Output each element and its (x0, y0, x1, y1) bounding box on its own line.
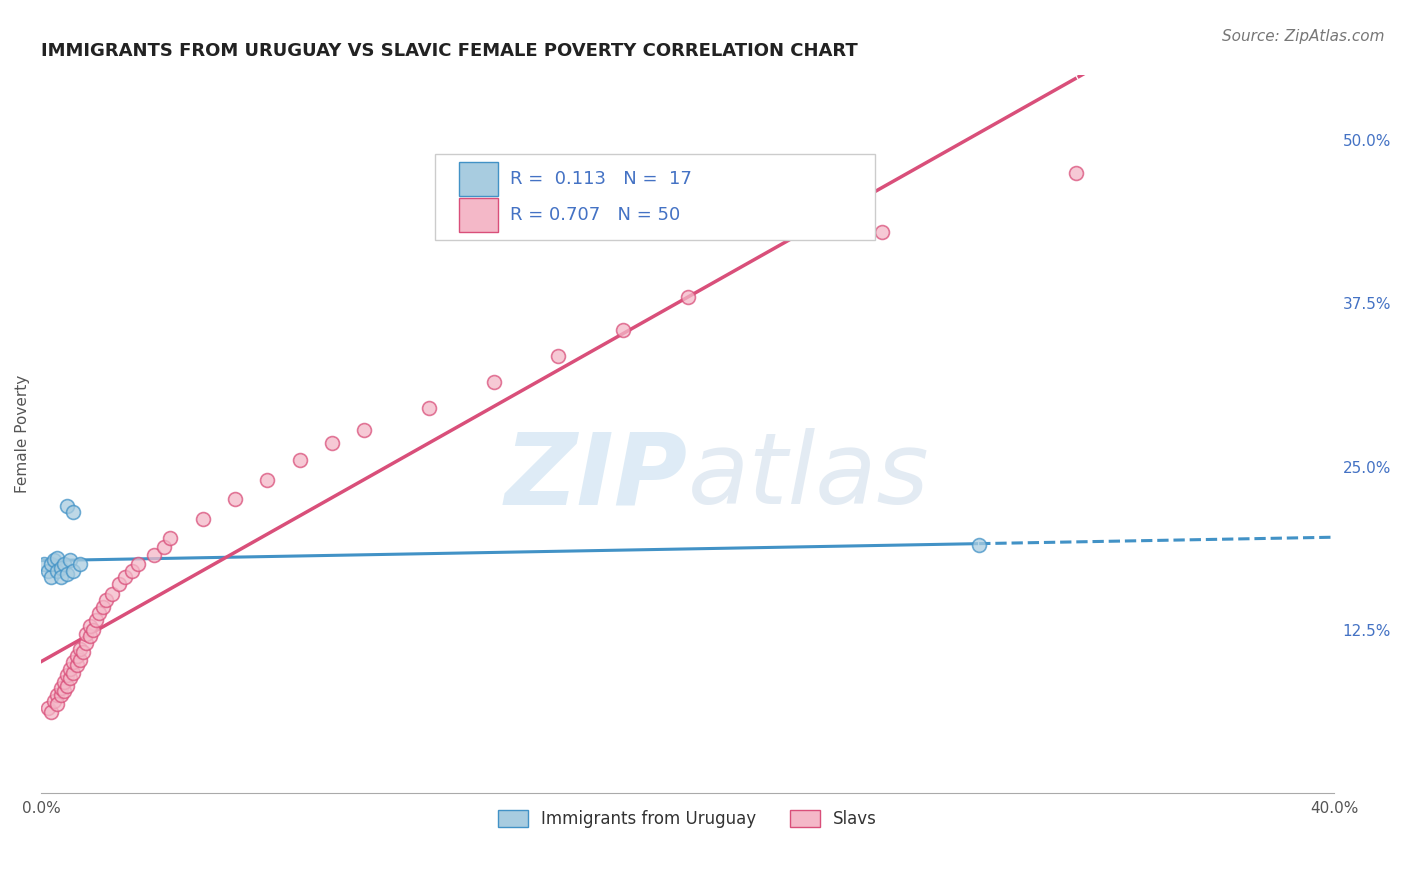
Point (676, 290, 699, 304)
Point (46, 688, 69, 702)
Point (59, 553, 82, 567)
Point (34, 558, 56, 572)
Point (89, 606, 111, 620)
Point (224, 492, 246, 507)
Point (321, 436, 343, 450)
Point (75, 635, 97, 649)
Point (612, 322, 634, 336)
Point (1064, 166, 1087, 180)
Point (288, 453, 311, 467)
Point (59, 662, 82, 676)
Point (52, 684, 75, 698)
Point (42, 694, 65, 708)
Legend: Immigrants from Uruguay, Slavs: Immigrants from Uruguay, Slavs (492, 803, 884, 835)
Point (418, 401, 440, 415)
Point (66, 648, 89, 663)
Point (39, 570, 62, 584)
Point (482, 375, 505, 389)
Bar (458, 198, 498, 232)
Point (46, 697, 69, 711)
Point (121, 564, 143, 578)
Point (967, 538, 990, 552)
Point (56, 679, 79, 693)
Text: R = 0.707   N = 50: R = 0.707 N = 50 (510, 206, 681, 224)
Point (46, 550, 69, 565)
Text: ZIP: ZIP (505, 428, 688, 525)
Point (62, 564, 84, 578)
Point (49, 561, 72, 575)
Point (82, 623, 104, 637)
Point (52, 558, 75, 572)
Point (56, 668, 79, 682)
Point (69, 558, 91, 572)
Point (101, 587, 124, 601)
Y-axis label: Female Poverty: Female Poverty (15, 375, 30, 493)
Point (127, 558, 149, 572)
Point (153, 541, 176, 555)
Point (69, 652, 91, 666)
Point (66, 657, 89, 672)
Point (79, 618, 101, 632)
Text: R =  0.113   N =  17: R = 0.113 N = 17 (510, 170, 692, 188)
Point (49, 570, 72, 584)
Point (72, 645, 94, 659)
Point (52, 674, 75, 689)
Point (870, 225, 893, 239)
Point (59, 671, 82, 685)
Point (37, 701, 59, 715)
Point (49, 681, 72, 696)
Point (353, 423, 375, 437)
Point (547, 349, 569, 363)
Point (114, 570, 136, 584)
Point (79, 629, 101, 643)
Point (39, 705, 62, 719)
Point (75, 626, 97, 640)
Point (94, 592, 117, 607)
Bar (458, 162, 498, 196)
Point (191, 512, 214, 526)
Text: IMMIGRANTS FROM URUGUAY VS SLAVIC FEMALE POVERTY CORRELATION CHART: IMMIGRANTS FROM URUGUAY VS SLAVIC FEMALE… (41, 42, 858, 60)
Point (42, 553, 65, 567)
Point (56, 566, 79, 581)
Point (62, 505, 84, 519)
FancyBboxPatch shape (436, 154, 875, 240)
Point (107, 577, 129, 591)
Point (91, 600, 114, 615)
Point (84, 614, 107, 628)
Point (56, 499, 79, 513)
Point (62, 655, 84, 669)
Point (39, 558, 62, 572)
Point (159, 531, 181, 545)
Point (49, 688, 72, 702)
Text: Source: ZipAtlas.com: Source: ZipAtlas.com (1222, 29, 1385, 44)
Text: atlas: atlas (688, 428, 929, 525)
Point (69, 642, 91, 657)
Point (62, 665, 84, 680)
Point (46, 564, 69, 578)
Point (143, 548, 166, 562)
Point (37, 564, 59, 578)
Point (256, 473, 278, 487)
